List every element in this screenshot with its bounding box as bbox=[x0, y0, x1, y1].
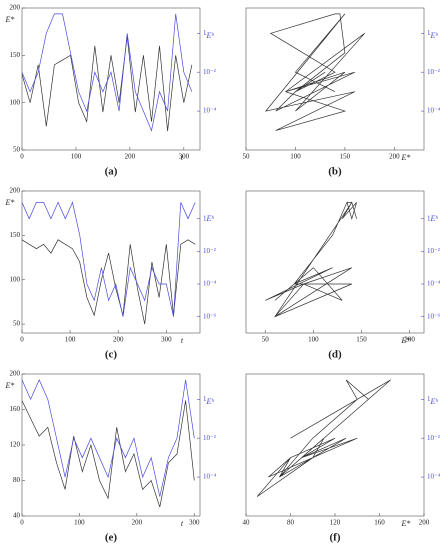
caption: (b) bbox=[328, 166, 342, 178]
y2-axis-label: Eᵇ bbox=[205, 397, 214, 406]
x-axis-label: t bbox=[181, 336, 184, 345]
plot-frame bbox=[21, 373, 201, 517]
y-tick-label: 100 bbox=[10, 98, 21, 106]
y2-tick-label: 10⁻² bbox=[203, 434, 216, 442]
x-tick-label: 100 bbox=[74, 519, 85, 527]
y2-tick-label: 1 bbox=[427, 29, 431, 37]
y-axis-label: E* bbox=[5, 198, 15, 207]
y2-axis-label: Eᵇ bbox=[429, 214, 438, 223]
plot-frame bbox=[21, 7, 201, 151]
y2-tick-label: 10⁻² bbox=[427, 68, 440, 76]
y-tick-label: 150 bbox=[10, 51, 21, 59]
y2-axis-label: Eᵇ bbox=[429, 31, 438, 40]
x-tick-label: 300 bbox=[179, 153, 190, 161]
series-line bbox=[21, 239, 196, 325]
y2-axis-label: Eᵇ bbox=[205, 31, 214, 40]
y2-tick-label: 10⁻² bbox=[203, 68, 216, 76]
x-tick-label: 100 bbox=[71, 153, 82, 161]
x-tick-label: 150 bbox=[356, 336, 367, 344]
y2-tick-label: 1 bbox=[427, 214, 431, 222]
y2-tick-label: 10⁻² bbox=[427, 247, 440, 255]
y2-tick-label: 10⁻⁴ bbox=[427, 473, 441, 481]
y-tick-label: 160 bbox=[10, 405, 21, 413]
x-axis-label: E* bbox=[401, 336, 411, 345]
x-tick-label: 50 bbox=[243, 153, 251, 161]
x-tick-label: 200 bbox=[404, 336, 415, 344]
y2-axis-label: Eᵇ bbox=[429, 397, 438, 406]
x-tick-label: 80 bbox=[287, 519, 295, 527]
series-line bbox=[21, 13, 193, 132]
y2-tick-label: 10⁻⁴ bbox=[203, 107, 217, 115]
x-tick-label: 200 bbox=[132, 519, 143, 527]
x-tick-label: 200 bbox=[419, 519, 430, 527]
x-tick-label: 150 bbox=[340, 153, 351, 161]
series-line bbox=[21, 400, 195, 508]
y-tick-label: 200 bbox=[10, 187, 21, 195]
series-line bbox=[265, 201, 357, 318]
y2-tick-label: 10⁻⁶ bbox=[427, 312, 441, 320]
series-line bbox=[21, 379, 195, 497]
x-tick-label: 100 bbox=[308, 336, 319, 344]
x-axis-label: E* bbox=[401, 519, 411, 528]
x-tick-label: 100 bbox=[65, 336, 76, 344]
y-tick-label: 50 bbox=[13, 146, 21, 154]
series-line bbox=[264, 13, 365, 131]
y2-tick-label: 10⁻⁴ bbox=[427, 107, 441, 115]
y2-tick-label: 10⁻⁶ bbox=[203, 312, 217, 320]
caption: (e) bbox=[105, 532, 118, 544]
x-tick-label: 50 bbox=[262, 336, 270, 344]
caption: (a) bbox=[105, 166, 118, 178]
y-tick-label: 150 bbox=[10, 231, 21, 239]
y2-axis-label: Eᵇ bbox=[205, 214, 214, 223]
y-tick-label: 50 bbox=[13, 320, 21, 328]
x-tick-label: 200 bbox=[125, 153, 136, 161]
y2-tick-label: 1 bbox=[203, 29, 207, 37]
x-axis-label: E* bbox=[401, 153, 411, 162]
y-tick-label: 200 bbox=[10, 4, 21, 12]
plot-frame bbox=[245, 7, 425, 151]
plot-frame bbox=[245, 190, 425, 334]
y-axis-label: E* bbox=[5, 15, 15, 24]
y-tick-label: 40 bbox=[13, 512, 21, 520]
x-tick-label: 0 bbox=[20, 519, 24, 527]
y2-tick-label: 1 bbox=[427, 395, 431, 403]
y-axis-label: E* bbox=[5, 381, 15, 390]
series-line bbox=[256, 379, 391, 497]
y-tick-label: 200 bbox=[10, 370, 21, 378]
series-line bbox=[21, 201, 196, 317]
caption: (c) bbox=[105, 349, 118, 361]
y2-tick-label: 10⁻⁴ bbox=[203, 280, 217, 288]
x-tick-label: 160 bbox=[374, 519, 385, 527]
x-tick-label: 0 bbox=[20, 336, 24, 344]
x-tick-label: 40 bbox=[243, 519, 251, 527]
plot-frame bbox=[21, 190, 201, 334]
y-tick-label: 120 bbox=[10, 441, 21, 449]
caption: (f) bbox=[330, 532, 341, 544]
x-tick-label: 100 bbox=[290, 153, 301, 161]
y-tick-label: 100 bbox=[10, 275, 21, 283]
y2-tick-label: 10⁻² bbox=[427, 434, 440, 442]
x-tick-label: 200 bbox=[389, 153, 400, 161]
y-tick-label: 80 bbox=[13, 476, 21, 484]
y2-tick-label: 10⁻² bbox=[203, 247, 216, 255]
y2-tick-label: 10⁻⁴ bbox=[203, 473, 217, 481]
x-tick-label: 120 bbox=[330, 519, 341, 527]
x-tick-label: 0 bbox=[20, 153, 24, 161]
y2-tick-label: 1 bbox=[203, 395, 207, 403]
x-tick-label: 300 bbox=[189, 519, 200, 527]
y2-tick-label: 10⁻⁴ bbox=[427, 280, 441, 288]
x-tick-label: 300 bbox=[161, 336, 172, 344]
y2-tick-label: 1 bbox=[203, 214, 207, 222]
series-line bbox=[21, 36, 193, 132]
x-axis-label: t bbox=[181, 153, 184, 162]
x-axis-label: t bbox=[181, 519, 184, 528]
caption: (d) bbox=[328, 349, 342, 361]
x-tick-label: 200 bbox=[113, 336, 124, 344]
